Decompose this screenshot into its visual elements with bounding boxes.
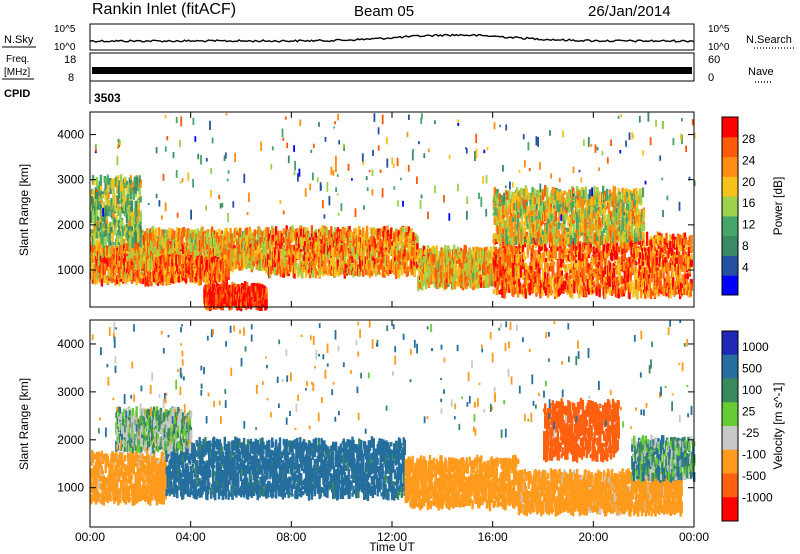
freq-trace xyxy=(92,67,692,74)
beam-label: Beam 05 xyxy=(354,3,414,20)
power-echo-cell xyxy=(320,245,322,250)
power-echo-cell xyxy=(359,271,361,276)
cpid-panel: CPID 3503 xyxy=(4,81,121,105)
nsearch-label: N.Search xyxy=(746,34,792,46)
power-echo-cell xyxy=(265,293,267,299)
power-echo-cell xyxy=(416,236,418,242)
freq-tick-bottom: 8 xyxy=(68,72,74,84)
power-echo-cell xyxy=(183,242,185,246)
power-echo-cell xyxy=(221,230,223,234)
nsky-label: N.Sky xyxy=(4,34,34,46)
power-echo-cell xyxy=(272,228,274,235)
nsky-trace xyxy=(90,35,694,43)
station-title: Rankin Inlet (fitACF) xyxy=(92,1,236,18)
nave-tick-top: 60 xyxy=(708,54,720,66)
freq-tick-top: 18 xyxy=(64,54,76,66)
power-echo-cell xyxy=(436,246,438,255)
power-echo-cell xyxy=(362,269,364,277)
nsearch-tick-top: 10^5 xyxy=(708,24,730,35)
nsky-tick-top: 10^5 xyxy=(54,24,76,35)
nsky-tick-bottom: 10^0 xyxy=(54,42,76,53)
freq-label-line2: [MHz] xyxy=(4,67,30,78)
freq-label-line1: Freq. xyxy=(6,54,29,65)
date-label: 26/Jan/2014 xyxy=(588,3,671,20)
power-echo-cell xyxy=(158,227,160,236)
radar-plot: Rankin Inlet (fitACF) Beam 05 26/Jan/201… xyxy=(0,0,800,554)
nave-tick-bottom: 0 xyxy=(708,72,714,84)
nsearch-tick-bottom: 10^0 xyxy=(708,42,730,53)
power-echo-cell xyxy=(366,226,368,237)
cpid-value: 3503 xyxy=(94,91,121,105)
power-echo-cell xyxy=(296,252,298,259)
power-echo-cell xyxy=(378,272,380,275)
nave-label: Nave xyxy=(748,66,774,78)
power-echo-map xyxy=(90,113,696,312)
nsky-panel: N.Sky 10^5 10^0 10^5 10^0 N.Search xyxy=(2,24,796,53)
freq-panel: Freq. [MHz] 18 8 60 0 Nave xyxy=(2,53,774,84)
nsky-frame xyxy=(90,24,694,50)
cpid-label: CPID xyxy=(4,88,30,100)
power-echo-cell xyxy=(227,271,229,278)
